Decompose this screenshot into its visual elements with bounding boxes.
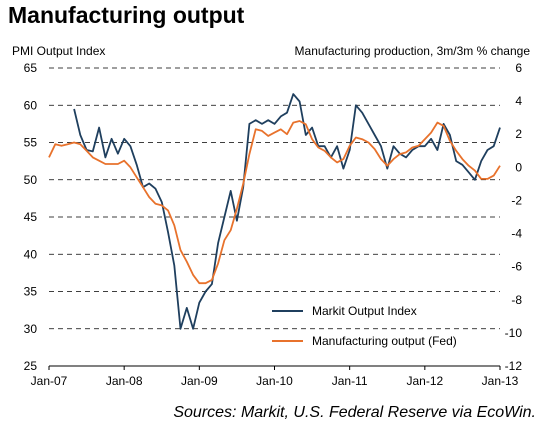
y-left-tick-label: 50 xyxy=(24,173,38,187)
y-right-ticks: 6 4 2 0 -2 -4 -6 -8 -10 -12 xyxy=(505,61,523,373)
y-right-tick-label: -8 xyxy=(511,293,522,307)
gridlines xyxy=(49,67,500,330)
y-left-tick-label: 30 xyxy=(24,322,38,336)
y-right-tick-label: 2 xyxy=(515,127,522,141)
y-left-tick-label: 35 xyxy=(24,285,38,299)
y-left-tick-label: 55 xyxy=(24,136,38,150)
legend: Markit Output Index Manufacturing output… xyxy=(272,304,457,348)
x-tick-label: Jan-08 xyxy=(106,374,143,388)
y-right-axis-label: Manufacturing production, 3m/3m % change xyxy=(295,44,531,58)
y-left-tick-label: 60 xyxy=(24,98,38,112)
y-right-tick-label: -12 xyxy=(505,359,523,373)
y-right-tick-label: 0 xyxy=(515,160,522,174)
y-left-tick-label: 65 xyxy=(24,61,38,75)
legend-label-markit: Markit Output Index xyxy=(312,304,417,318)
y-left-tick-label: 40 xyxy=(24,247,38,261)
series-line-manufacturing-output-fed xyxy=(48,120,501,285)
x-tick-label: Jan-11 xyxy=(332,374,368,388)
chart-title: Manufacturing output xyxy=(8,2,245,28)
y-left-axis-label: PMI Output Index xyxy=(12,44,105,58)
sources-note: Sources: Markit, U.S. Federal Reserve vi… xyxy=(173,404,536,421)
series-line-markit-output-index xyxy=(73,93,501,330)
y-left-tick-label: 45 xyxy=(24,210,38,224)
y-right-tick-label: -4 xyxy=(511,227,522,241)
y-left-ticks: 65 60 55 50 45 40 35 30 25 xyxy=(24,61,38,373)
y-right-tick-label: 6 xyxy=(515,61,522,75)
x-axis: Jan-07 Jan-08 Jan-09 Jan-10 Jan-11 Jan-12 Jan-… xyxy=(31,365,519,388)
y-right-tick-label: -2 xyxy=(511,193,522,207)
y-right-tick-label: -10 xyxy=(505,326,523,340)
y-right-tick-label: -6 xyxy=(511,260,522,274)
x-tick-label: Jan-13 xyxy=(482,374,519,388)
legend-label-fed: Manufacturing output (Fed) xyxy=(312,334,457,348)
x-tick-label: Jan-12 xyxy=(406,374,443,388)
y-right-tick-label: 4 xyxy=(515,94,522,108)
series-lines xyxy=(48,93,501,330)
x-tick-label: Jan-07 xyxy=(31,374,68,388)
y-left-tick-label: 25 xyxy=(24,359,38,373)
x-tick-label: Jan-09 xyxy=(181,374,218,388)
x-tick-label: Jan-10 xyxy=(256,374,293,388)
